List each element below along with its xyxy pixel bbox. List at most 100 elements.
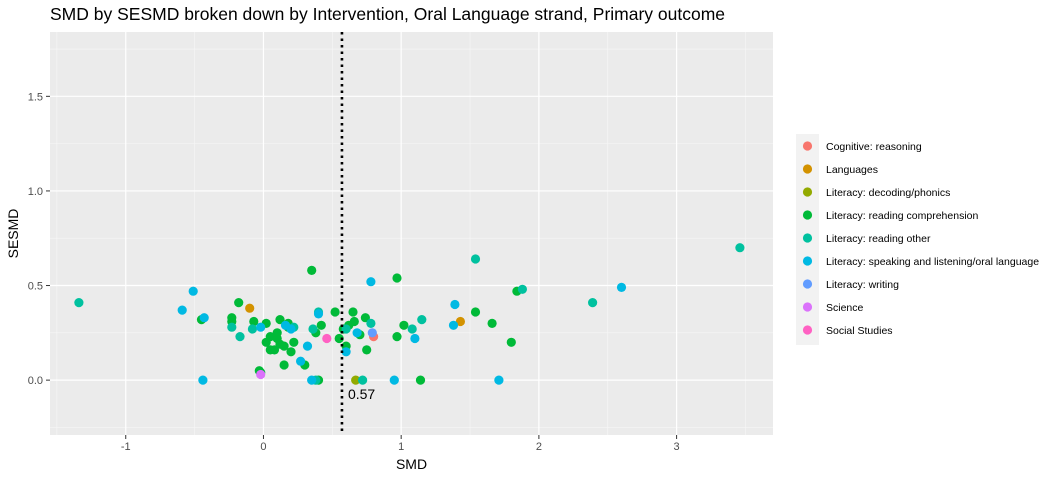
data-point — [392, 273, 402, 283]
chart-title: SMD by SESMD broken down by Intervention… — [50, 4, 725, 24]
data-point — [265, 345, 275, 355]
legend-key — [802, 187, 813, 197]
data-point — [330, 307, 340, 317]
data-point — [235, 332, 245, 342]
data-point — [308, 324, 318, 334]
data-point — [341, 324, 351, 334]
grid-minor — [50, 32, 773, 435]
legend-label: Cognitive: reasoning — [826, 141, 922, 153]
legend-key — [802, 325, 813, 335]
y-axis-title: SESMD — [5, 209, 21, 259]
legend: Cognitive: reasoning Languages Literacy: d… — [796, 134, 1039, 345]
data-point — [389, 375, 399, 385]
data-point — [410, 333, 420, 344]
data-point — [199, 313, 209, 323]
data-point — [227, 322, 237, 332]
data-point — [279, 360, 289, 370]
x-tick-label: -1 — [121, 441, 131, 453]
x-axis-title: SMD — [396, 456, 427, 472]
data-point — [286, 324, 296, 334]
legend-label: Literacy: reading comprehension — [826, 210, 978, 222]
x-tick-label: 0 — [260, 441, 266, 453]
data-point — [487, 318, 497, 328]
data-point — [455, 316, 465, 327]
data-point — [272, 328, 282, 338]
x-axis-ticks: -1 0 1 2 3 — [121, 435, 680, 453]
legend-label: Literacy: writing — [826, 279, 899, 291]
data-point — [302, 341, 313, 351]
data-point — [307, 375, 317, 385]
data-point — [506, 337, 516, 347]
y-tick-label: 0.0 — [28, 375, 43, 387]
legend-label: Literacy: decoding/phonics — [826, 187, 950, 199]
legend-key — [802, 279, 813, 289]
data-point — [352, 328, 362, 338]
legend-label: Social Studies — [826, 325, 893, 337]
data-point — [470, 254, 481, 264]
data-point — [588, 298, 598, 308]
x-tick-label: 3 — [674, 441, 680, 453]
data-point — [296, 356, 306, 366]
legend-key — [802, 302, 813, 312]
reference-line-label: 0.57 — [348, 386, 375, 402]
data-point — [188, 286, 198, 296]
legend-key — [802, 164, 813, 174]
data-point — [198, 375, 208, 385]
data-point — [366, 318, 376, 328]
data-point — [256, 322, 266, 332]
plot-panel — [50, 32, 773, 435]
data-point — [261, 337, 271, 347]
legend-label: Literacy: speaking and listening/oral la… — [826, 256, 1039, 268]
legend-label: Literacy: reading other — [826, 233, 931, 245]
data-point — [417, 315, 427, 325]
data-point — [494, 375, 504, 385]
data-point — [399, 320, 409, 330]
data-point — [334, 333, 344, 344]
data-points — [74, 243, 745, 385]
legend-key — [802, 141, 813, 151]
data-point — [348, 307, 358, 317]
data-point — [74, 298, 84, 308]
data-point — [307, 265, 317, 275]
data-point — [360, 313, 370, 323]
data-point — [279, 341, 289, 351]
data-point — [392, 332, 402, 342]
y-tick-label: 0.5 — [28, 281, 43, 293]
data-point — [407, 324, 417, 334]
data-point — [450, 299, 460, 310]
legend-label: Languages — [826, 164, 878, 176]
data-point — [256, 369, 266, 380]
y-tick-label: 1.0 — [28, 186, 43, 198]
legend-key — [802, 256, 813, 266]
data-point — [367, 328, 377, 338]
legend-key — [802, 210, 813, 220]
data-point — [275, 315, 285, 325]
data-point — [735, 243, 745, 253]
data-point — [289, 337, 299, 347]
data-point — [415, 375, 426, 385]
data-point — [517, 284, 528, 294]
data-point — [245, 303, 255, 313]
data-point — [249, 316, 259, 327]
legend-label: Science — [826, 302, 864, 314]
data-point — [286, 347, 296, 357]
data-point — [616, 282, 627, 292]
data-point — [366, 277, 376, 287]
y-axis-ticks: 0.0 0.5 1.0 1.5 — [28, 91, 50, 387]
data-point — [177, 305, 187, 315]
grid-major — [50, 32, 773, 435]
data-point — [322, 333, 332, 344]
data-point — [341, 347, 351, 357]
data-point — [313, 309, 324, 319]
x-tick-label: 2 — [536, 441, 542, 453]
data-point — [362, 345, 372, 355]
data-point — [316, 320, 326, 330]
data-point — [234, 298, 244, 308]
data-point — [470, 307, 481, 317]
data-point — [351, 375, 361, 385]
data-point — [358, 375, 368, 385]
data-point — [247, 324, 257, 334]
y-tick-label: 1.5 — [28, 91, 43, 103]
data-point — [448, 320, 459, 330]
